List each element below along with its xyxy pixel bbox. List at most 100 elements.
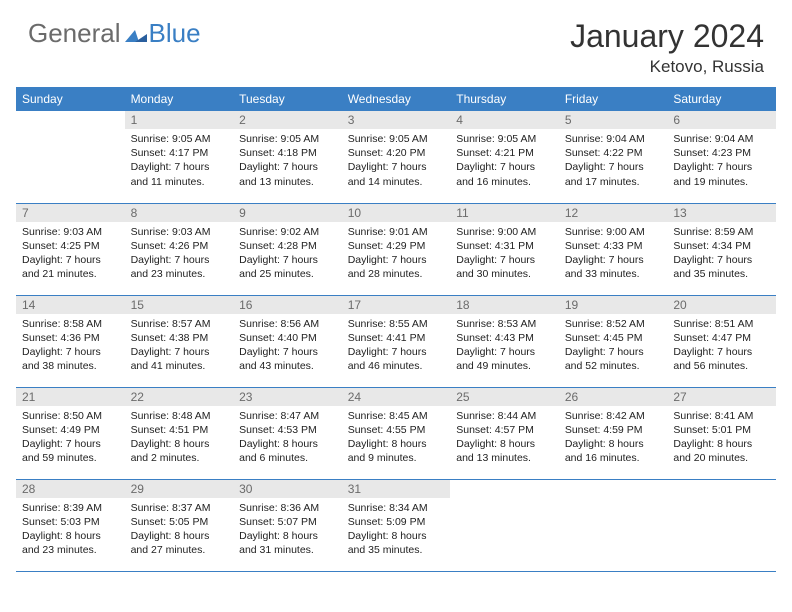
day-number: 16 [233, 296, 342, 314]
sunrise-line: Sunrise: 8:51 AM [673, 317, 770, 331]
daylight-line: Daylight: 7 hours and 49 minutes. [456, 345, 553, 373]
sunset-line: Sunset: 5:01 PM [673, 423, 770, 437]
daylight-line: Daylight: 7 hours and 43 minutes. [239, 345, 336, 373]
day-number: 15 [125, 296, 234, 314]
calendar-week-row: 14Sunrise: 8:58 AMSunset: 4:36 PMDayligh… [16, 295, 776, 387]
daylight-line: Daylight: 8 hours and 23 minutes. [22, 529, 119, 557]
sunset-line: Sunset: 5:07 PM [239, 515, 336, 529]
weekday-header: Wednesday [342, 87, 451, 111]
day-body: Sunrise: 9:03 AMSunset: 4:26 PMDaylight:… [125, 222, 234, 286]
day-number: 13 [667, 204, 776, 222]
day-body: Sunrise: 9:05 AMSunset: 4:21 PMDaylight:… [450, 129, 559, 193]
day-body: Sunrise: 8:53 AMSunset: 4:43 PMDaylight:… [450, 314, 559, 378]
calendar-day-cell: 27 Sunrise: 8:41 AMSunset: 5:01 PMDayligh… [667, 387, 776, 479]
daylight-line: Daylight: 7 hours and 30 minutes. [456, 253, 553, 281]
daylight-line: Daylight: 8 hours and 9 minutes. [348, 437, 445, 465]
calendar-day-cell: 18Sunrise: 8:53 AMSunset: 4:43 PMDayligh… [450, 295, 559, 387]
daylight-line: Daylight: 8 hours and 20 minutes. [673, 437, 770, 465]
sunrise-line: Sunrise: 8:41 AM [673, 409, 770, 423]
sunrise-line: Sunrise: 9:03 AM [22, 225, 119, 239]
sunset-line: Sunset: 4:57 PM [456, 423, 553, 437]
calendar-day-cell: 26Sunrise: 8:42 AMSunset: 4:59 PMDayligh… [559, 387, 668, 479]
calendar-day-cell: 25Sunrise: 8:44 AMSunset: 4:57 PMDayligh… [450, 387, 559, 479]
day-body: Sunrise: 9:05 AMSunset: 4:17 PMDaylight:… [125, 129, 234, 193]
calendar-day-cell: 13Sunrise: 8:59 AMSunset: 4:34 PMDayligh… [667, 203, 776, 295]
sunrise-line: Sunrise: 9:05 AM [131, 132, 228, 146]
sunrise-line: Sunrise: 8:58 AM [22, 317, 119, 331]
sunset-line: Sunset: 4:22 PM [565, 146, 662, 160]
calendar-day-cell: 7Sunrise: 9:03 AMSunset: 4:25 PMDaylight… [16, 203, 125, 295]
calendar-day-cell: 6Sunrise: 9:04 AMSunset: 4:23 PMDaylight… [667, 111, 776, 203]
sunrise-line: Sunrise: 8:55 AM [348, 317, 445, 331]
daylight-line: Daylight: 7 hours and 41 minutes. [131, 345, 228, 373]
day-number: 5 [559, 111, 668, 129]
sunset-line: Sunset: 4:33 PM [565, 239, 662, 253]
sunrise-line: Sunrise: 9:05 AM [456, 132, 553, 146]
day-body: Sunrise: 8:36 AMSunset: 5:07 PMDaylight:… [233, 498, 342, 562]
day-body: Sunrise: 8:45 AMSunset: 4:55 PMDaylight:… [342, 406, 451, 470]
sunrise-line: Sunrise: 9:05 AM [239, 132, 336, 146]
sunset-line: Sunset: 4:38 PM [131, 331, 228, 345]
sunrise-line: Sunrise: 9:04 AM [673, 132, 770, 146]
calendar-day-cell: 11Sunrise: 9:00 AMSunset: 4:31 PMDayligh… [450, 203, 559, 295]
sunset-line: Sunset: 4:31 PM [456, 239, 553, 253]
sunset-line: Sunset: 4:21 PM [456, 146, 553, 160]
calendar-table: SundayMondayTuesdayWednesdayThursdayFrid… [16, 87, 776, 572]
day-body: Sunrise: 8:47 AMSunset: 4:53 PMDaylight:… [233, 406, 342, 470]
day-number: 14 [16, 296, 125, 314]
sunset-line: Sunset: 4:55 PM [348, 423, 445, 437]
calendar-day-cell: 5Sunrise: 9:04 AMSunset: 4:22 PMDaylight… [559, 111, 668, 203]
daylight-line: Daylight: 8 hours and 27 minutes. [131, 529, 228, 557]
title-block: January 2024 Ketovo, Russia [570, 18, 764, 77]
day-number: 6 [667, 111, 776, 129]
sunrise-line: Sunrise: 8:48 AM [131, 409, 228, 423]
daylight-line: Daylight: 7 hours and 19 minutes. [673, 160, 770, 188]
day-body: Sunrise: 8:58 AMSunset: 4:36 PMDaylight:… [16, 314, 125, 378]
calendar-day-cell: 9Sunrise: 9:02 AMSunset: 4:28 PMDaylight… [233, 203, 342, 295]
daylight-line: Daylight: 7 hours and 52 minutes. [565, 345, 662, 373]
day-number: 9 [233, 204, 342, 222]
day-number: 1 [125, 111, 234, 129]
sunrise-line: Sunrise: 8:42 AM [565, 409, 662, 423]
sunrise-line: Sunrise: 8:45 AM [348, 409, 445, 423]
day-number: 20 [667, 296, 776, 314]
day-body: Sunrise: 8:57 AMSunset: 4:38 PMDaylight:… [125, 314, 234, 378]
calendar-week-row: 1Sunrise: 9:05 AMSunset: 4:17 PMDaylight… [16, 111, 776, 203]
calendar-empty-cell [559, 479, 668, 571]
day-number: 2 [233, 111, 342, 129]
sunrise-line: Sunrise: 9:04 AM [565, 132, 662, 146]
day-body: Sunrise: 8:59 AMSunset: 4:34 PMDaylight:… [667, 222, 776, 286]
day-body: Sunrise: 9:05 AMSunset: 4:20 PMDaylight:… [342, 129, 451, 193]
month-title: January 2024 [570, 18, 764, 55]
sunset-line: Sunset: 4:53 PM [239, 423, 336, 437]
sunset-line: Sunset: 4:20 PM [348, 146, 445, 160]
sunset-line: Sunset: 4:45 PM [565, 331, 662, 345]
day-body: Sunrise: 9:05 AMSunset: 4:18 PMDaylight:… [233, 129, 342, 193]
location: Ketovo, Russia [570, 57, 764, 77]
sunset-line: Sunset: 5:03 PM [22, 515, 119, 529]
day-number: 26 [559, 388, 668, 406]
day-body: Sunrise: 8:44 AMSunset: 4:57 PMDaylight:… [450, 406, 559, 470]
sunset-line: Sunset: 4:51 PM [131, 423, 228, 437]
weekday-header: Saturday [667, 87, 776, 111]
calendar-day-cell: 8Sunrise: 9:03 AMSunset: 4:26 PMDaylight… [125, 203, 234, 295]
day-number: 21 [16, 388, 125, 406]
day-number: 31 [342, 480, 451, 498]
sunset-line: Sunset: 5:09 PM [348, 515, 445, 529]
day-number: 27 [667, 388, 776, 406]
sunset-line: Sunset: 4:34 PM [673, 239, 770, 253]
daylight-line: Daylight: 8 hours and 13 minutes. [456, 437, 553, 465]
sunrise-line: Sunrise: 9:05 AM [348, 132, 445, 146]
sunset-line: Sunset: 4:59 PM [565, 423, 662, 437]
day-number: 12 [559, 204, 668, 222]
weekday-header: Tuesday [233, 87, 342, 111]
calendar-day-cell: 10Sunrise: 9:01 AMSunset: 4:29 PMDayligh… [342, 203, 451, 295]
calendar-week-row: 21Sunrise: 8:50 AMSunset: 4:49 PMDayligh… [16, 387, 776, 479]
day-number: 18 [450, 296, 559, 314]
sunrise-line: Sunrise: 9:00 AM [565, 225, 662, 239]
sunrise-line: Sunrise: 8:52 AM [565, 317, 662, 331]
sunrise-line: Sunrise: 8:39 AM [22, 501, 119, 515]
daylight-line: Daylight: 7 hours and 21 minutes. [22, 253, 119, 281]
calendar-day-cell: 4Sunrise: 9:05 AMSunset: 4:21 PMDaylight… [450, 111, 559, 203]
logo-text-general: General [28, 18, 121, 49]
